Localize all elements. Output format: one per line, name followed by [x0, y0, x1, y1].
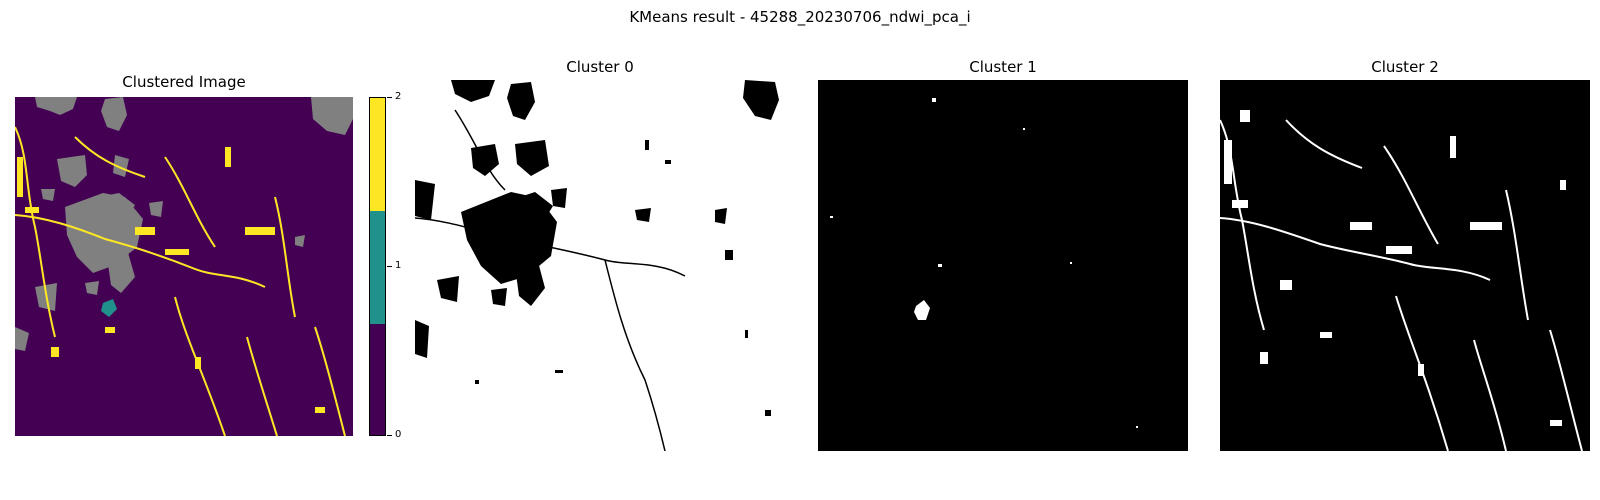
colorbar-segment-2 [370, 98, 385, 211]
cluster-0-title: Cluster 0 [566, 58, 634, 76]
colorbar-tick-0 [387, 435, 392, 436]
cluster-1-plot [818, 80, 1188, 451]
figure-title: KMeans result - 45288_20230706_ndwi_pca_… [629, 8, 971, 26]
colorbar [369, 97, 386, 436]
colorbar-segment-1 [370, 211, 385, 324]
colorbar-segment-0 [370, 324, 385, 435]
cluster-2-plot [1220, 80, 1590, 451]
colorbar-tick-label-1: 1 [395, 260, 402, 271]
cluster-1-title: Cluster 1 [969, 58, 1037, 76]
colorbar-tick-label-2: 2 [395, 91, 402, 102]
colorbar-tick-2 [387, 97, 392, 98]
colorbar-tick-label-0: 0 [395, 429, 402, 440]
cluster-0-plot [415, 80, 785, 451]
clustered-image-title: Clustered Image [122, 73, 246, 91]
cluster-2-title: Cluster 2 [1371, 58, 1439, 76]
clustered-image-plot [15, 97, 353, 436]
colorbar-tick-1 [387, 266, 392, 267]
